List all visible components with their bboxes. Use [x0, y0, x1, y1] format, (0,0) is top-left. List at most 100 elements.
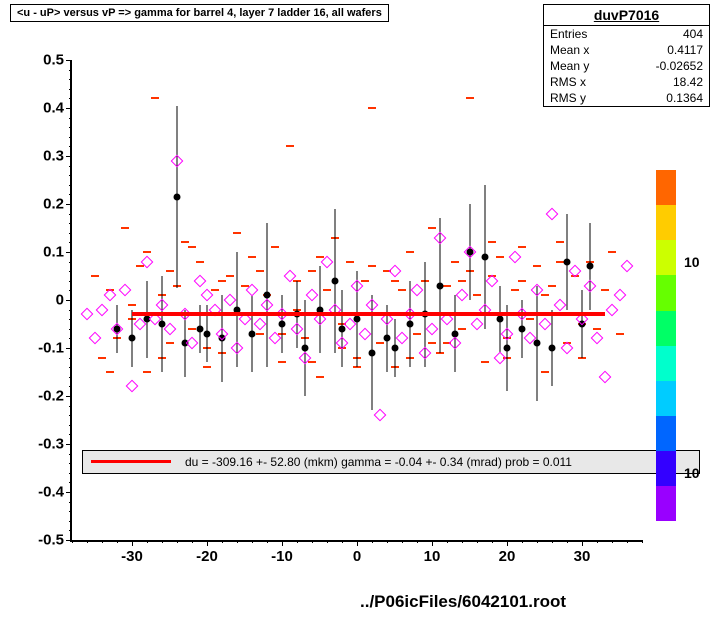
filled-marker: [534, 340, 541, 347]
dash-marker: [458, 280, 466, 282]
y-tick-label: 0.5: [43, 52, 64, 69]
dash-marker: [151, 97, 159, 99]
dash-marker: [308, 361, 316, 363]
dash-marker: [256, 270, 264, 272]
x-tick-label: 10: [424, 548, 441, 565]
dash-marker: [188, 328, 196, 330]
x-tick-label: -30: [121, 548, 143, 565]
open-marker: [186, 337, 199, 350]
dash-marker: [361, 280, 369, 282]
dash-marker: [413, 333, 421, 335]
dash-marker: [203, 366, 211, 368]
dash-marker: [488, 241, 496, 243]
dash-marker: [91, 275, 99, 277]
filled-marker: [331, 277, 338, 284]
stats-value: -0.02652: [656, 59, 703, 73]
y-tick-label: -0.3: [38, 436, 64, 453]
open-marker: [156, 298, 169, 311]
open-marker: [111, 322, 124, 335]
dash-marker: [466, 97, 474, 99]
filled-marker: [174, 193, 181, 200]
filled-marker: [504, 345, 511, 352]
stats-value: 18.42: [673, 75, 703, 89]
open-marker: [388, 265, 401, 278]
open-marker: [261, 298, 274, 311]
plot-area: -30-20-100102030-0.5-0.4-0.3-0.2-0.100.1…: [70, 60, 642, 542]
open-marker: [171, 154, 184, 167]
stats-value: 404: [683, 27, 703, 41]
x-tick-label: 20: [499, 548, 516, 565]
chart-container: <u - uP> versus vP => gamma for barrel 4…: [0, 0, 720, 620]
footer-path: ../P06icFiles/6042101.root: [360, 592, 566, 612]
open-marker: [366, 298, 379, 311]
y-tick-label: -0.4: [38, 484, 64, 501]
open-marker: [88, 332, 101, 345]
filled-marker: [369, 349, 376, 356]
open-marker: [253, 318, 266, 331]
open-marker: [591, 332, 604, 345]
dash-marker: [143, 371, 151, 373]
dash-marker: [188, 246, 196, 248]
dash-marker: [271, 246, 279, 248]
dash-marker: [526, 318, 534, 320]
filled-marker: [129, 335, 136, 342]
open-marker: [553, 298, 566, 311]
dash-marker: [601, 289, 609, 291]
dash-marker: [518, 246, 526, 248]
dash-marker: [458, 328, 466, 330]
x-tick-label: 30: [574, 548, 591, 565]
stats-label: Entries: [550, 27, 587, 41]
dash-marker: [556, 261, 564, 263]
open-marker: [463, 246, 476, 259]
x-tick-label: -20: [196, 548, 218, 565]
filled-marker: [204, 330, 211, 337]
dash-marker: [248, 256, 256, 258]
open-marker: [456, 289, 469, 302]
dash-marker: [428, 227, 436, 229]
stats-value: 0.1364: [666, 91, 703, 105]
dash-marker: [166, 342, 174, 344]
open-marker: [508, 250, 521, 263]
colorbar-label: 10: [684, 465, 700, 481]
filled-marker: [564, 258, 571, 265]
dash-marker: [346, 261, 354, 263]
open-marker: [193, 274, 206, 287]
dash-marker: [98, 357, 106, 359]
x-tick-label: 0: [353, 548, 361, 565]
dash-marker: [278, 361, 286, 363]
y-tick-label: 0.2: [43, 196, 64, 213]
y-tick-label: -0.2: [38, 388, 64, 405]
dash-marker: [143, 251, 151, 253]
open-marker: [96, 303, 109, 316]
open-marker: [291, 322, 304, 335]
dash-marker: [473, 294, 481, 296]
dash-marker: [593, 328, 601, 330]
stats-row: Entries 404: [544, 26, 709, 42]
stats-header: duvP7016: [544, 5, 709, 26]
dash-marker: [323, 289, 331, 291]
filled-marker: [496, 316, 503, 323]
stats-value: 0.4117: [667, 43, 703, 57]
filled-marker: [436, 282, 443, 289]
open-marker: [546, 207, 559, 220]
filled-marker: [406, 321, 413, 328]
dash-marker: [233, 232, 241, 234]
open-marker: [411, 284, 424, 297]
filled-marker: [481, 253, 488, 260]
dash-marker: [166, 270, 174, 272]
colorbar: [656, 170, 676, 520]
dash-marker: [391, 280, 399, 282]
dash-marker: [406, 251, 414, 253]
filled-marker: [279, 321, 286, 328]
y-tick-label: -0.1: [38, 340, 64, 357]
open-marker: [471, 318, 484, 331]
dash-marker: [541, 371, 549, 373]
y-tick-label: 0.4: [43, 100, 64, 117]
open-marker: [538, 318, 551, 331]
dash-marker: [451, 261, 459, 263]
dash-marker: [608, 251, 616, 253]
open-marker: [493, 351, 506, 364]
dash-marker: [256, 333, 264, 335]
filled-marker: [249, 330, 256, 337]
dash-marker: [481, 361, 489, 363]
